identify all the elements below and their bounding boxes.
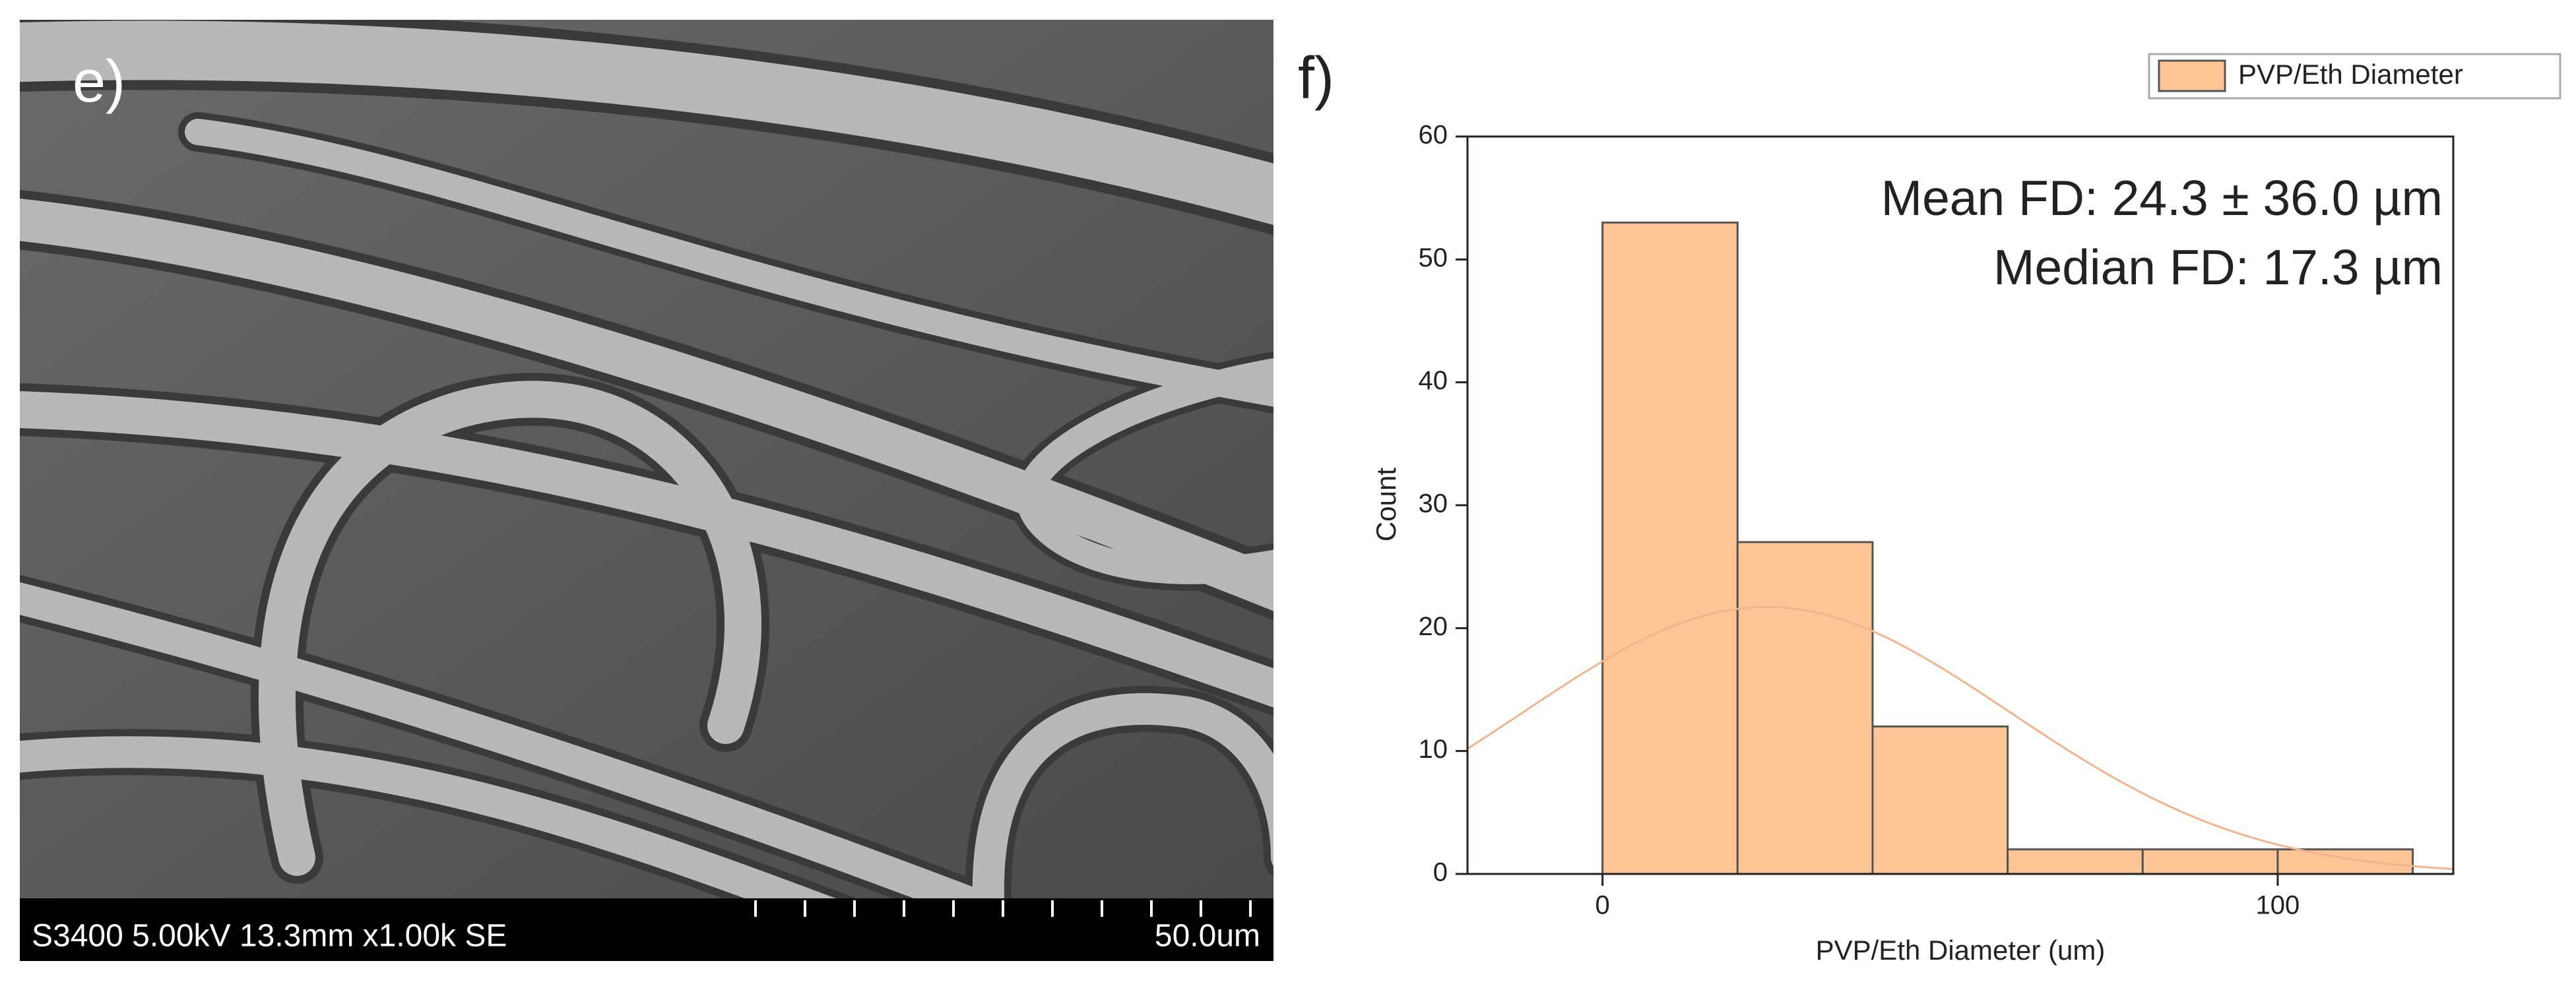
sem-info: S3400 5.00kV 13.3mm x1.00k SE: [32, 919, 507, 954]
y-tick-label: 0: [1433, 858, 1448, 887]
panel-label: f): [1298, 46, 1334, 111]
y-tick-label: 60: [1419, 121, 1448, 150]
bar: [2141, 848, 2279, 875]
legend-swatch: [2158, 59, 2226, 92]
legend-label: PVP/Eth Diameter: [2238, 59, 2463, 90]
y-tick-label: 40: [1419, 366, 1448, 395]
sem-info-bar: [20, 898, 1273, 961]
bar: [1601, 221, 1739, 875]
scale-bar: [754, 900, 1252, 917]
bar: [1736, 541, 1874, 875]
x-tick-label: 100: [2256, 891, 2300, 920]
bar: [1871, 725, 2009, 875]
x-tick-label: 0: [1595, 891, 1610, 920]
y-tick-label: 20: [1419, 612, 1448, 641]
x-axis-label: PVP/Eth Diameter (um): [1816, 935, 2106, 966]
bar: [2276, 848, 2414, 875]
fit-curve: [1467, 605, 2454, 870]
y-tick-label: 10: [1419, 735, 1448, 764]
y-axis-label: Count: [1370, 468, 1401, 542]
annotation: Median FD: 17.3 µm: [1993, 239, 2443, 295]
sem-image: [20, 20, 1273, 898]
scale-bar-label: 50.0um: [1155, 919, 1260, 954]
panel-label: e): [73, 49, 125, 115]
bar: [2007, 848, 2144, 875]
annotation: Mean FD: 24.3 ± 36.0 µm: [1881, 170, 2443, 226]
y-tick-label: 50: [1419, 243, 1448, 272]
y-tick-label: 30: [1419, 489, 1448, 518]
